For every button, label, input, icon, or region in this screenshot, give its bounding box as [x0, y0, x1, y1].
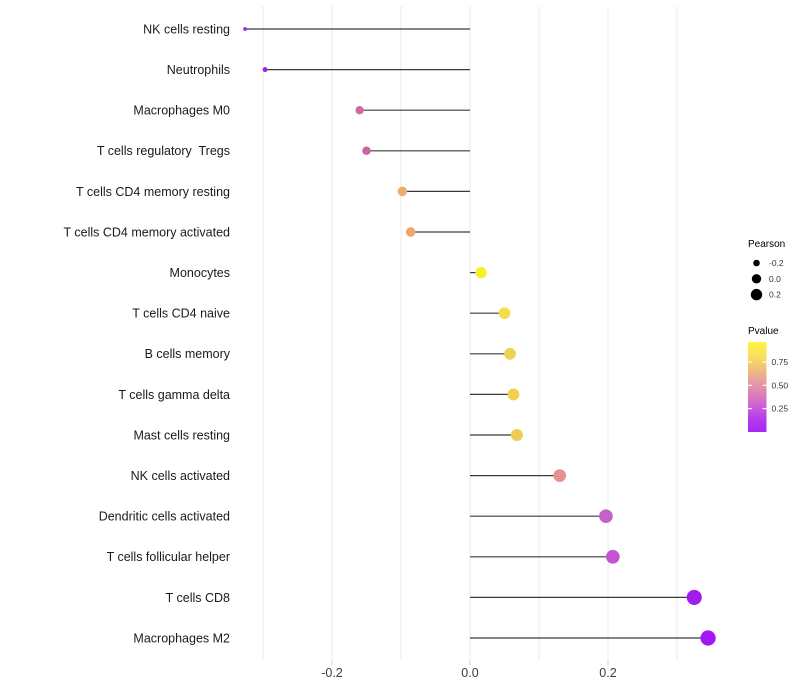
data-dot [355, 106, 364, 115]
legend-size-label: 0.2 [769, 290, 781, 300]
legend-size-dot [751, 274, 762, 284]
data-dot [510, 429, 523, 441]
gridlines [262, 6, 678, 661]
legend-size-dot [750, 288, 763, 301]
data-dot [362, 146, 371, 156]
legend-size-label: -0.2 [769, 258, 784, 268]
category-label: Mast cells resting [133, 428, 230, 442]
data-dot [700, 630, 716, 646]
data-dot [243, 27, 247, 31]
category-label: T cells CD4 memory resting [76, 185, 230, 199]
data-dot [605, 549, 620, 564]
lollipop-row: T cells follicular helper [107, 549, 620, 564]
rows: NK cells resting Neutrophils Macrophages M… [64, 22, 716, 646]
lollipop-row: Neutrophils [167, 63, 470, 77]
category-label: B cells memory [145, 347, 231, 361]
lollipop-row: T cells CD4 memory activated [64, 225, 470, 239]
category-label: Macrophages M2 [133, 631, 230, 645]
legend-size-label: 0.0 [769, 274, 781, 284]
legend-pearson-title: Pearson [748, 239, 785, 250]
category-label: NK cells resting [143, 22, 230, 36]
legend-size-dot [753, 259, 760, 267]
category-label: T cells CD4 memory activated [64, 225, 231, 239]
category-label: T cells CD8 [166, 591, 230, 605]
x-axis: -0.2 0.0 0.2 [321, 661, 617, 680]
x-axis-tick-label: 0.2 [599, 666, 616, 680]
category-label: T cells regulatory Tregs [97, 144, 230, 158]
lollipop-row: NK cells resting [143, 22, 470, 36]
lollipop-row: T cells CD8 [166, 589, 702, 605]
colorbar-tick-label: 0.75 [772, 357, 789, 367]
lollipop-row: T cells gamma delta [118, 388, 520, 402]
category-label: T cells follicular helper [107, 550, 230, 564]
category-label: Dendritic cells activated [99, 510, 230, 524]
lollipop-row: T cells CD4 naive [132, 307, 511, 321]
category-label: Monocytes [170, 266, 230, 280]
lollipop-row: Monocytes [170, 266, 487, 280]
data-dot [475, 266, 487, 279]
data-dot [686, 589, 702, 605]
data-dot [504, 347, 516, 360]
pvalue-colorbar [748, 342, 767, 432]
legend: Pearson -0.2 0.0 0.2 Pvalue 0.75 0.50 0.25 [748, 239, 788, 432]
colorbar-tick-label: 0.50 [772, 380, 789, 390]
lollipop-row: T cells CD4 memory resting [76, 185, 470, 199]
category-label: Neutrophils [167, 63, 230, 77]
lollipop-row: T cells regulatory Tregs [97, 144, 470, 158]
category-label: T cells CD4 naive [132, 307, 230, 321]
data-dot [405, 227, 416, 237]
data-dot [553, 469, 567, 482]
x-axis-tick-label: -0.2 [321, 666, 343, 680]
data-dot [397, 186, 408, 197]
lollipop-row: Mast cells resting [133, 428, 523, 442]
data-dot [507, 388, 520, 401]
data-dot [599, 509, 613, 524]
category-label: T cells gamma delta [118, 388, 230, 402]
data-dot [262, 67, 268, 73]
legend-pvalue-title: Pvalue [748, 326, 779, 337]
category-label: Macrophages M0 [133, 104, 230, 118]
lollipop-row: Macrophages M0 [133, 104, 470, 118]
lollipop-row: Macrophages M2 [133, 630, 716, 646]
x-axis-tick-label: 0.0 [461, 666, 478, 680]
data-dot [498, 307, 511, 320]
lollipop-row: Dendritic cells activated [99, 509, 613, 524]
colorbar-tick-label: 0.25 [772, 404, 789, 414]
lollipop-row: B cells memory [145, 347, 516, 361]
category-label: NK cells activated [131, 469, 230, 483]
lollipop-row: NK cells activated [131, 469, 567, 483]
